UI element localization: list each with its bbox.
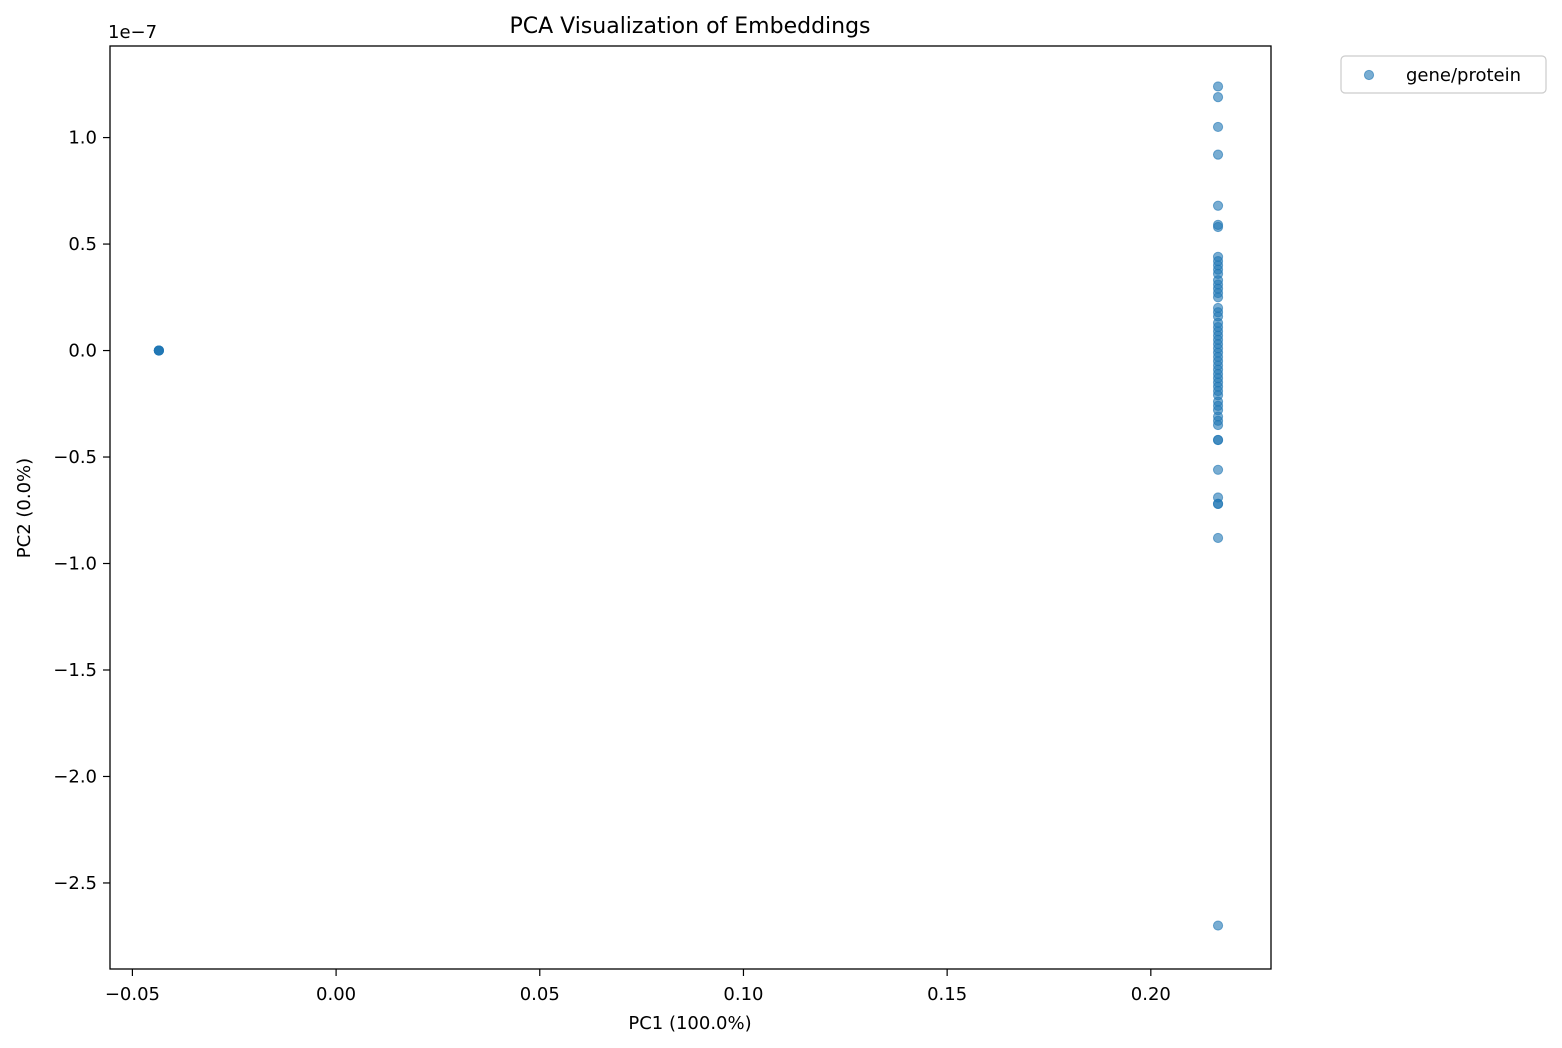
legend: gene/protein xyxy=(1340,55,1547,94)
chart-title: PCA Visualization of Embeddings xyxy=(509,14,870,39)
x-tick-label: 0.15 xyxy=(927,984,967,1005)
scatter-point xyxy=(1212,149,1224,160)
scatter-point xyxy=(1212,434,1224,446)
scatter-point xyxy=(1212,292,1224,303)
scatter-point xyxy=(1212,419,1224,431)
x-tick-label: 0.20 xyxy=(1131,984,1171,1005)
x-tick-label: 0.05 xyxy=(520,984,560,1005)
y-tick-label: −1.0 xyxy=(53,554,97,575)
y-tick-label: −2.5 xyxy=(53,873,97,894)
x-axis-ticks: −0.05 0.00 0.05 0.10 0.15 0.20 xyxy=(105,969,1171,1005)
scatter-point xyxy=(1212,92,1224,103)
scatter-point xyxy=(1212,532,1224,544)
scatter-point xyxy=(1212,121,1224,133)
points-layer xyxy=(153,81,1224,931)
y-tick-label: −0.5 xyxy=(53,447,97,468)
scatter-point xyxy=(1212,498,1224,509)
x-tick-label: 0.10 xyxy=(723,984,763,1005)
scatter-point xyxy=(153,345,164,356)
scatter-point xyxy=(1212,221,1224,233)
y-tick-label: 0.5 xyxy=(68,234,97,255)
y-axis-label: PC2 (0.0%) xyxy=(14,458,35,558)
legend-label-gene-protein: gene/protein xyxy=(1406,65,1521,86)
y-axis-ticks: 1.0 0.5 0.0 −0.5 −1.0 −1.5 −2.0 −2.5 xyxy=(53,128,110,894)
y-tick-label: 1.0 xyxy=(68,128,97,149)
x-tick-label: 0.00 xyxy=(316,984,356,1005)
y-axis-offset-label: 1e−7 xyxy=(108,22,157,43)
scatter-point xyxy=(1212,81,1224,92)
plot-area-frame xyxy=(109,45,1272,970)
y-tick-label: −1.5 xyxy=(53,660,97,681)
legend-frame xyxy=(1340,55,1547,94)
legend-marker-gene-protein xyxy=(1363,69,1375,81)
scatter-point xyxy=(1212,920,1224,931)
scatter-point xyxy=(1212,200,1224,211)
x-tick-label: −0.05 xyxy=(105,984,160,1005)
x-axis-label: PC1 (100.0%) xyxy=(628,1013,751,1034)
y-tick-label: 0.0 xyxy=(68,341,97,362)
y-tick-label: −2.0 xyxy=(53,766,97,787)
scatter-point xyxy=(1212,464,1224,475)
